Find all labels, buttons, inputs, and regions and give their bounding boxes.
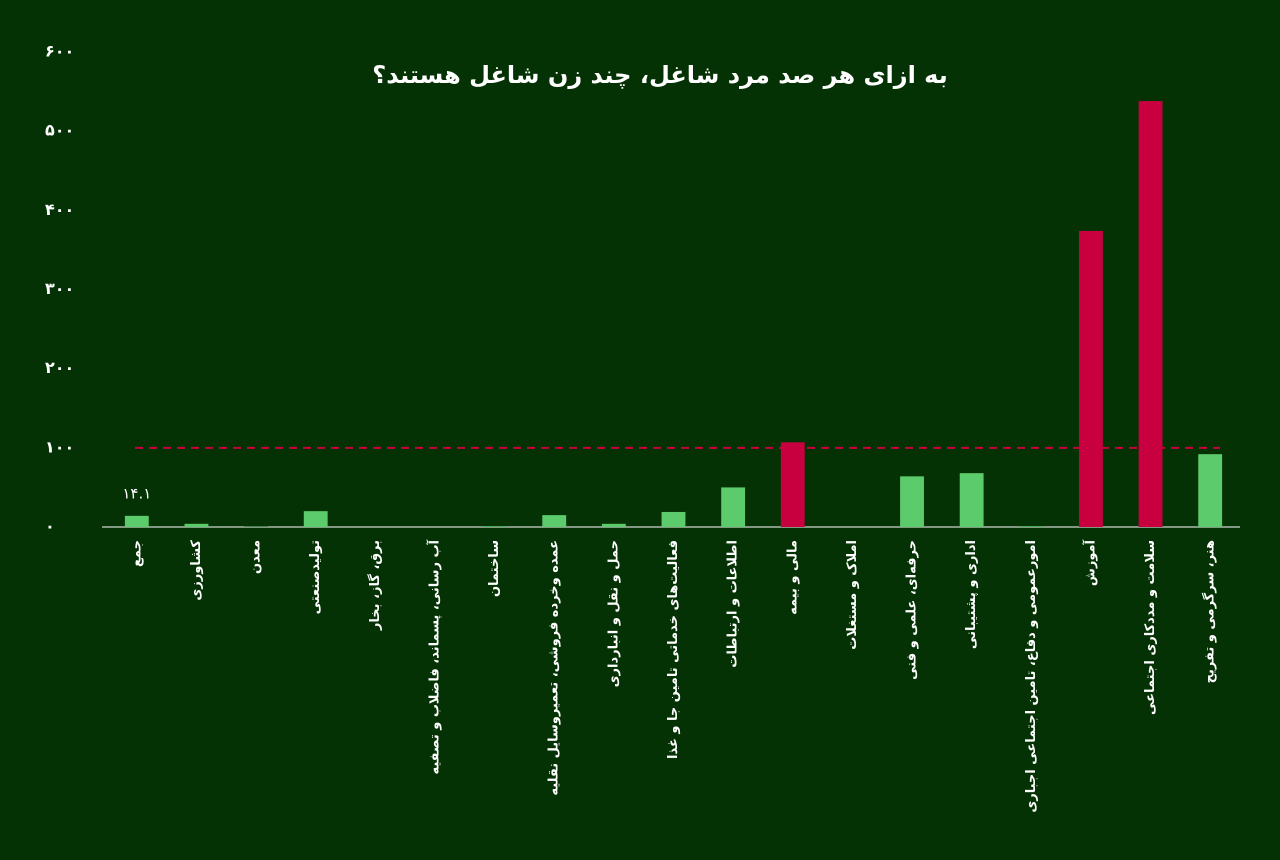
bar [482,526,507,527]
bar [900,476,924,527]
x-tick-label: ساختمان [487,540,502,597]
x-tick-label: آموزش [1081,539,1098,586]
x-tick-label: برق، گاز، بخار [367,540,383,631]
chart-title: به ازای هر صد مرد شاغل، چند زن شاغل هستن… [372,61,947,89]
y-tick-label: ۳۰۰ [45,279,74,298]
x-tick-label: اداری و پشتیبانی [964,540,979,649]
bar [303,511,328,527]
value-label: ۱۴.۱ [122,484,151,502]
y-tick-label: ۱۰۰ [45,437,74,456]
bar [1019,526,1044,527]
y-tick-label: ۴۰۰ [45,200,74,219]
y-tick-label: ۶۰۰ [45,42,74,61]
bar [1078,230,1103,527]
x-tick-label: امورعمومی و دفاع، تامین اجتماعی اجباری [1024,540,1039,813]
y-tick-label: ۲۰۰ [45,358,74,377]
x-tick-label: سلامت و مددکاری اجتماعی [1143,540,1158,715]
x-tick-label: عمده وخرده فروشی، تعمیروسایل نقلیه [547,540,562,796]
x-tick-label: تولیدصنعتی [308,540,323,614]
x-tick-label: کشاورزی [189,540,204,601]
bar [601,523,626,527]
x-tick-label: حرفه‌ای، علمی و فنی [905,540,920,680]
bar [1198,454,1223,527]
x-tick-label: معدن [249,540,264,574]
x-tick-label: هنر، سرگرمی و تفریح [1202,540,1218,683]
bar [542,515,567,527]
bar [661,511,686,527]
x-tick-label: آب رسانی، پسماند، فاضلاب و تصفیه [425,539,442,774]
x-tick-label: جمع [129,540,144,567]
y-tick-label: ۰ [45,517,55,536]
bar [721,487,746,527]
bar [780,442,805,527]
bar [1138,101,1163,527]
bar [124,515,149,527]
y-tick-label: ۵۰۰ [45,121,74,140]
bar [184,523,209,527]
x-tick-label: حمل و نقل و انبارداری [606,540,621,687]
x-tick-label: فعالیت‌های خدماتی تامین جا و غذا [666,540,681,759]
x-tick-label: اطلاعات و ارتباطات [726,540,741,668]
x-tick-label: املاک و مستغلات [845,540,860,650]
bar [959,473,984,527]
x-tick-label: مالی و بیمه [785,540,800,615]
